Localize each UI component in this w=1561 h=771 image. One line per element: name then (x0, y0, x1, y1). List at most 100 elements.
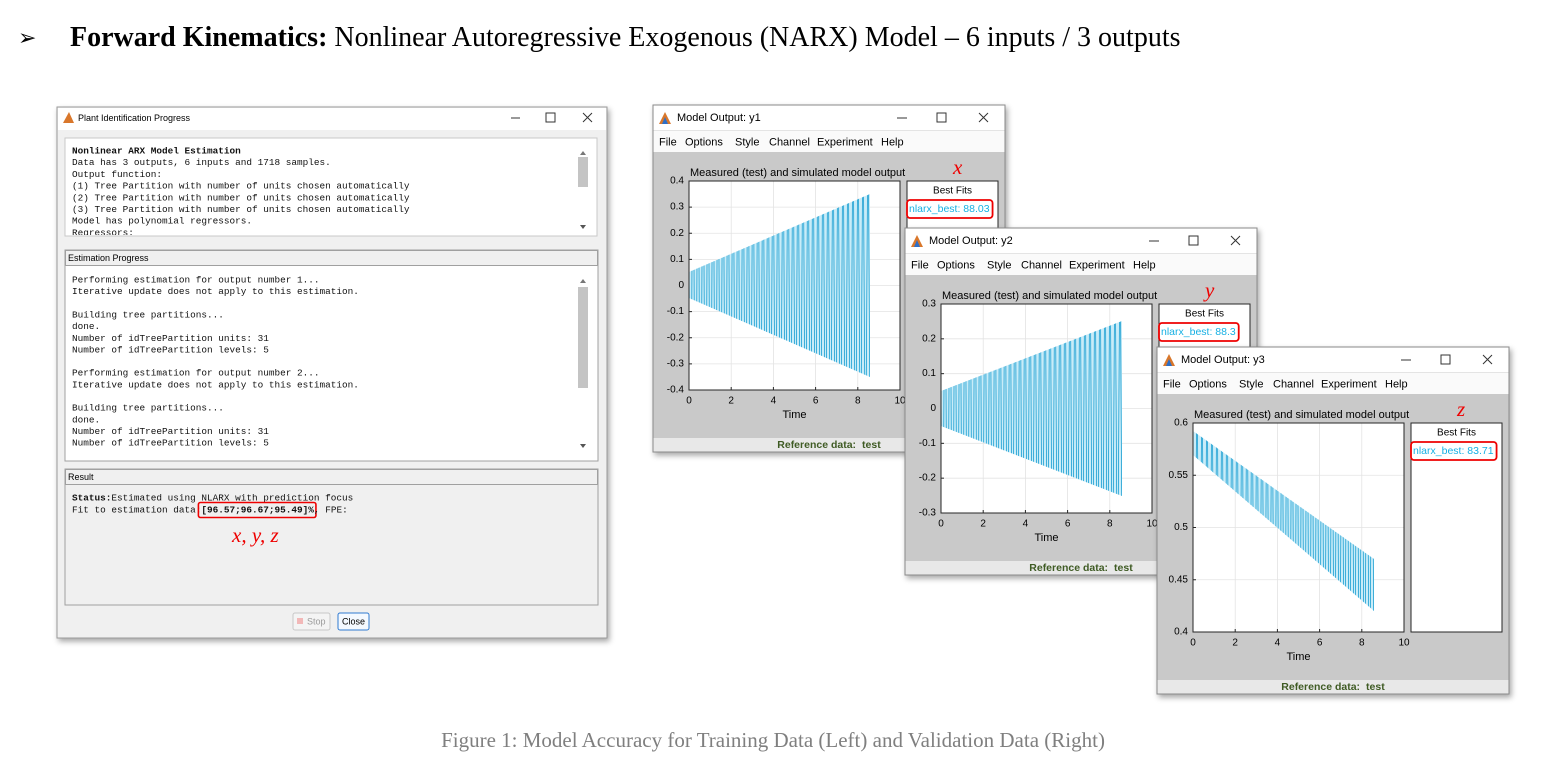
reference-label: Reference data: (1281, 681, 1360, 693)
menu-item[interactable]: Channel (769, 137, 810, 149)
x-tick-label: 10 (1146, 519, 1158, 530)
annotation: z (1456, 397, 1465, 421)
plot-border (940, 303, 1153, 514)
y-tick-label: -0.1 (667, 306, 685, 317)
estimation-line: Building tree partitions... (72, 403, 224, 414)
estimation-line: Performing estimation for output number … (72, 275, 320, 286)
estimation-line: Iterative update does not apply to this … (72, 286, 359, 297)
app-icon (63, 112, 74, 123)
estimation-title: Estimation Progress (68, 253, 149, 263)
legend-title: Best Fits (933, 186, 972, 197)
close-icon (582, 112, 593, 123)
y-tick-label: 0.4 (1174, 627, 1188, 638)
close-icon (978, 112, 989, 123)
model-window: Model Output: y3 File Options Style Channel E… (1156, 346, 1510, 695)
x-tick-label: 10 (1398, 638, 1410, 649)
menu-item[interactable]: Options (685, 137, 723, 149)
x-tick-label: 0 (1190, 638, 1196, 649)
footer (1157, 680, 1509, 694)
caption: Figure 1: Model Accuracy for Training Da… (441, 728, 1105, 752)
model-window: Model Output: y2 File Options Style Channel E… (904, 227, 1258, 576)
stop-button (292, 612, 331, 631)
x-tick-label: 8 (855, 396, 861, 407)
x-axis-label: Time (782, 409, 806, 421)
estimation-line: Number of idTreePartition units: 31 (72, 333, 269, 344)
fit-label[interactable]: nlarx_best: 83.71 (1413, 445, 1494, 457)
fit-label[interactable]: nlarx_best: 88.3 (1161, 326, 1236, 338)
y-tick-label: 0.6 (1174, 418, 1188, 429)
y-tick-label: 0.3 (670, 202, 684, 213)
menu-item[interactable]: File (1163, 379, 1181, 391)
estimation-line: Number of idTreePartition levels: 5 (72, 438, 269, 449)
y-tick-label: 0.4 (670, 176, 684, 187)
bullet: ➢ (18, 25, 36, 50)
app-icon-inner (662, 117, 668, 124)
maximize (1188, 235, 1199, 246)
menu-item[interactable]: File (911, 260, 929, 272)
legend-title: Best Fits (1437, 428, 1476, 439)
y-tick-label: 0.5 (1174, 522, 1188, 533)
menu-item[interactable]: Help (1133, 260, 1156, 272)
estimation-line: Performing estimation for output number … (72, 368, 320, 379)
menu-item[interactable]: Options (937, 260, 975, 272)
x-tick-label: 0 (686, 396, 692, 407)
log-heading: Nonlinear ARX Model Estimation (72, 146, 241, 157)
close-icon (1230, 235, 1241, 246)
stop-label: Stop (307, 617, 326, 627)
menu-item[interactable]: Channel (1273, 379, 1314, 391)
x-tick-label: 8 (1359, 638, 1365, 649)
estimation-group (64, 249, 599, 462)
fit-label: Fit to estimation data: (72, 505, 201, 516)
maximize (936, 112, 947, 123)
plot-border (1192, 422, 1405, 633)
close-button (337, 612, 370, 631)
menu-item[interactable]: Experiment (817, 137, 873, 149)
x-tick-label: 2 (728, 396, 734, 407)
scroll-up (580, 151, 586, 155)
estimation-line: done. (72, 321, 100, 332)
log-line: (3) Tree Partition with number of units … (72, 204, 410, 215)
log-line: (1) Tree Partition with number of units … (72, 181, 410, 192)
model-windows: Model Output: y1 File Options Style Channel E… (652, 104, 1510, 695)
y-tick-label: -0.2 (919, 473, 937, 484)
y-tick-label: 0 (930, 403, 936, 414)
menu-item[interactable]: Channel (1021, 260, 1062, 272)
window-title: Plant Identification Progress (78, 113, 191, 123)
annotation: x (952, 155, 963, 179)
menu-item[interactable]: Experiment (1069, 260, 1125, 272)
scroll-down (580, 225, 586, 229)
estimation-header (65, 250, 598, 266)
estimation-line: Iterative update does not apply to this … (72, 379, 359, 390)
legend-box (1410, 422, 1503, 633)
window-title: Model Output: y2 (929, 235, 1013, 247)
app-icon-inner (914, 240, 920, 247)
heading-text: Nonlinear Autoregressive Exogenous (NARX… (327, 22, 1180, 53)
maximize (1440, 354, 1451, 365)
annotation: x, y, z (231, 523, 279, 547)
y-tick-label: 0.45 (1169, 574, 1189, 585)
y-tick-label: 0.2 (670, 228, 684, 239)
plot-title: Measured (test) and simulated model outp… (942, 290, 1157, 302)
menu-item[interactable]: Help (1385, 379, 1408, 391)
y-tick-label: -0.4 (667, 385, 685, 396)
menu-item[interactable]: File (659, 137, 677, 149)
fit-label[interactable]: nlarx_best: 88.03 (909, 203, 990, 215)
log-line: (2) Tree Partition with number of units … (72, 192, 410, 203)
menu-item[interactable]: Help (881, 137, 904, 149)
scroll-down (580, 444, 586, 448)
fit-value: [96.57;96.67;95.49]% (201, 505, 314, 516)
reference-value: test (1114, 562, 1133, 574)
menu-item[interactable]: Style (987, 260, 1011, 272)
menu-item[interactable]: Style (1239, 379, 1263, 391)
reference-value: test (862, 439, 881, 451)
x-tick-label: 4 (1023, 519, 1029, 530)
y-tick-label: 0.1 (670, 254, 684, 265)
result-title: Result (68, 472, 94, 482)
log-box (64, 137, 598, 237)
menu-item[interactable]: Options (1189, 379, 1227, 391)
plot-title: Measured (test) and simulated model outp… (690, 167, 905, 179)
title-bar (58, 108, 606, 130)
menu-item[interactable]: Experiment (1321, 379, 1377, 391)
scroll-thumb (578, 287, 588, 388)
menu-item[interactable]: Style (735, 137, 759, 149)
